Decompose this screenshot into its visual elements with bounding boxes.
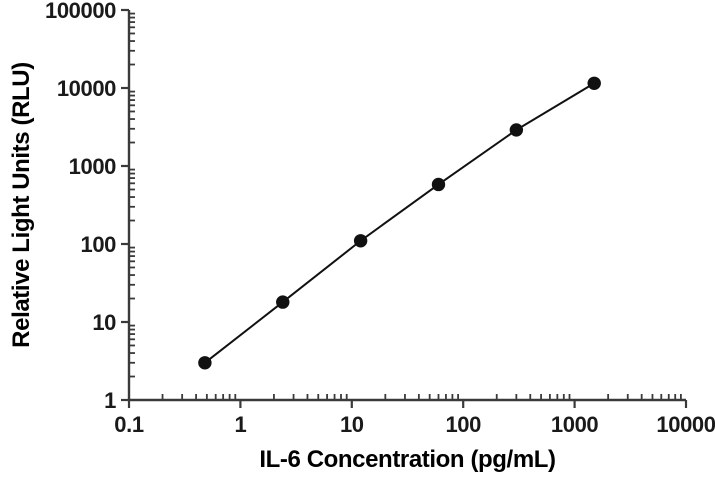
x-tick-label: 1: [234, 412, 246, 437]
x-tick-label: 0.1: [114, 412, 144, 437]
x-tick-label: 1000: [551, 412, 599, 437]
x-axis-title: IL-6 Concentration (pg/mL): [259, 446, 556, 473]
y-axis-title: Relative Light Units (RLU): [8, 62, 35, 348]
axes-frame: [127, 10, 686, 402]
y-tick-label: 100000: [45, 0, 116, 23]
y-tick-label: 1000: [69, 154, 117, 179]
x-tick-label: 100: [445, 412, 481, 437]
x-tick-label: 10: [340, 412, 364, 437]
data-point: [587, 76, 601, 90]
data-point: [353, 234, 368, 248]
standard-curve-line: [204, 82, 595, 364]
y-tick-label: 10: [92, 310, 116, 335]
y-tick-label: 100: [80, 232, 116, 257]
y-tick-label: 10000: [57, 76, 116, 101]
data-point: [509, 123, 524, 137]
y-tick-label: 1: [104, 388, 116, 413]
data-point: [276, 295, 290, 309]
data-point: [431, 177, 446, 192]
x-tick-label: 10000: [656, 412, 715, 437]
data-point: [198, 356, 212, 370]
